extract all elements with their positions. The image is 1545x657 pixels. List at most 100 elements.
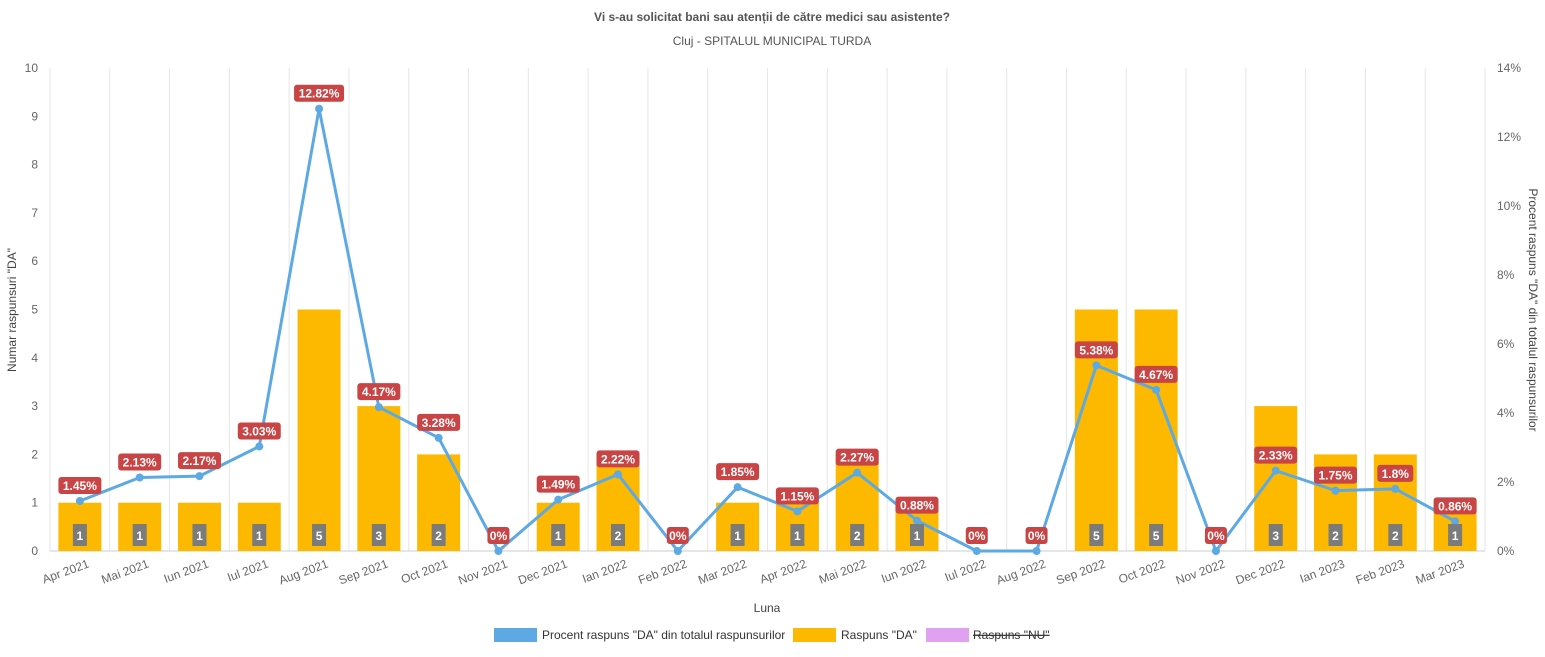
bar-value-label: 5 xyxy=(312,524,327,546)
percent-label-text: 0.86% xyxy=(1438,499,1472,513)
bar-value-label-bg xyxy=(790,524,805,546)
legend-swatch-da xyxy=(793,628,836,642)
percent-point[interactable] xyxy=(1152,385,1161,394)
label-layer: 1 1 1 1 5 3 2 1 2 1 1 2 1 5 5 3 2 2 1 1.45% 2.13% 2.17% 3.03% 1… xyxy=(58,84,1477,546)
y-tick-label: 7 xyxy=(31,206,38,220)
percent-label: 0% xyxy=(965,527,988,544)
percent-point[interactable] xyxy=(374,403,383,412)
percent-label: 1.49% xyxy=(536,475,580,493)
percent-label-bg xyxy=(716,463,760,481)
percent-point[interactable] xyxy=(195,472,204,481)
legend-item-da[interactable]: Raspuns "DA" xyxy=(793,628,917,642)
percent-point[interactable] xyxy=(733,483,742,492)
y2-tick-label: 4% xyxy=(1497,406,1515,420)
x-tick-label: Nov 2022 xyxy=(1174,557,1227,588)
percent-point[interactable] xyxy=(434,433,443,442)
percent-label: 0% xyxy=(487,527,510,544)
legend-swatch-nu xyxy=(926,628,969,642)
percent-point[interactable] xyxy=(1271,466,1280,475)
legend-item-nu[interactable]: Raspuns "NU" xyxy=(926,628,1050,642)
percent-label-text: 5.38% xyxy=(1079,343,1113,357)
percent-point[interactable] xyxy=(135,473,144,482)
bar-value-label: 1 xyxy=(132,524,147,546)
percent-label-bg xyxy=(965,527,988,544)
percent-label: 12.82% xyxy=(294,84,345,102)
bar-value-label-bg xyxy=(312,524,327,546)
percent-label: 0% xyxy=(1204,527,1227,544)
percent-label-text: 1.45% xyxy=(63,479,97,493)
y-tick-label: 1 xyxy=(31,496,38,510)
x-tick-label: Mai 2021 xyxy=(100,557,151,587)
bar-value-label: 1 xyxy=(909,524,924,546)
percent-point[interactable] xyxy=(1211,547,1220,555)
percent-point[interactable] xyxy=(494,547,503,555)
percent-point[interactable] xyxy=(255,442,264,451)
x-tick-label: Iul 2021 xyxy=(225,557,270,585)
bar-value-label-bg xyxy=(1448,524,1463,546)
percent-label-bg xyxy=(294,84,345,102)
percent-label: 2.13% xyxy=(118,453,162,471)
percent-label-text: 2.17% xyxy=(182,454,216,468)
bar-value-label-bg xyxy=(192,524,207,546)
percent-label: 4.67% xyxy=(1134,365,1178,383)
percent-label-text: 1.49% xyxy=(541,478,575,492)
percent-label-bg xyxy=(1377,464,1414,482)
percent-label-bg xyxy=(536,475,580,493)
legend-item-percent[interactable]: Procent raspuns "DA" din totalul raspuns… xyxy=(494,628,785,642)
percent-label-bg xyxy=(1204,527,1227,544)
percent-label-bg xyxy=(596,450,640,468)
bar[interactable] xyxy=(297,309,341,552)
percent-label: 3.03% xyxy=(237,422,281,440)
percent-point[interactable] xyxy=(554,495,563,504)
percent-label-text: 2.22% xyxy=(601,452,635,466)
percent-point[interactable] xyxy=(75,496,84,505)
bar-value-label: 3 xyxy=(371,524,386,546)
percent-label: 3.28% xyxy=(417,413,461,431)
percent-point[interactable] xyxy=(1032,547,1041,555)
percent-label-bg xyxy=(666,527,689,544)
y-tick-label: 5 xyxy=(31,303,38,317)
percent-label: 0% xyxy=(1025,527,1048,544)
bar-value-label-bg xyxy=(1268,524,1283,546)
x-tick-label: Apr 2022 xyxy=(758,557,809,587)
percent-point[interactable] xyxy=(972,547,981,555)
bar-value-label-text: 2 xyxy=(435,529,442,543)
percent-point[interactable] xyxy=(1451,517,1460,526)
x-tick-label: Ian 2023 xyxy=(1298,557,1347,586)
y-tick-label: 9 xyxy=(31,109,38,123)
bar-value-label: 5 xyxy=(1149,524,1164,546)
bar-value-label: 1 xyxy=(1448,524,1463,546)
bar-value-label-text: 2 xyxy=(615,529,622,543)
x-tick-label: Iul 2022 xyxy=(943,557,988,585)
bar-value-label-bg xyxy=(909,524,924,546)
percent-point[interactable] xyxy=(853,468,862,477)
bar-value-label: 1 xyxy=(252,524,267,546)
percent-point[interactable] xyxy=(1331,486,1340,495)
percent-point[interactable] xyxy=(912,516,921,525)
bar-value-label-text: 5 xyxy=(1153,529,1160,543)
percent-label: 0.88% xyxy=(895,496,939,514)
x-tick-label: Aug 2022 xyxy=(995,557,1048,588)
bar-value-label-text: 1 xyxy=(734,529,741,543)
bar-value-label-text: 1 xyxy=(794,529,801,543)
x-tick-label: Mai 2022 xyxy=(817,557,868,587)
percent-label: 2.22% xyxy=(596,450,640,468)
bar-value-label-text: 3 xyxy=(1272,529,1279,543)
percent-point[interactable] xyxy=(1391,484,1400,493)
x-tick-label: Iun 2022 xyxy=(879,557,928,586)
percent-point[interactable] xyxy=(614,470,623,479)
bar-value-label-text: 2 xyxy=(854,529,861,543)
percent-label-bg xyxy=(1074,341,1118,359)
percent-point[interactable] xyxy=(793,507,802,516)
percent-point[interactable] xyxy=(1092,361,1101,370)
percent-point[interactable] xyxy=(673,547,682,555)
percent-label-text: 2.33% xyxy=(1259,449,1293,463)
percent-label-text: 2.13% xyxy=(123,456,157,470)
percent-point[interactable] xyxy=(315,104,324,113)
percent-label-text: 12.82% xyxy=(299,87,340,101)
bar-value-label-bg xyxy=(551,524,566,546)
x-tick-label: Feb 2022 xyxy=(636,557,689,588)
percent-label-bg xyxy=(58,476,102,494)
y-tick-label: 6 xyxy=(31,254,38,268)
bar-value-label-bg xyxy=(730,524,745,546)
